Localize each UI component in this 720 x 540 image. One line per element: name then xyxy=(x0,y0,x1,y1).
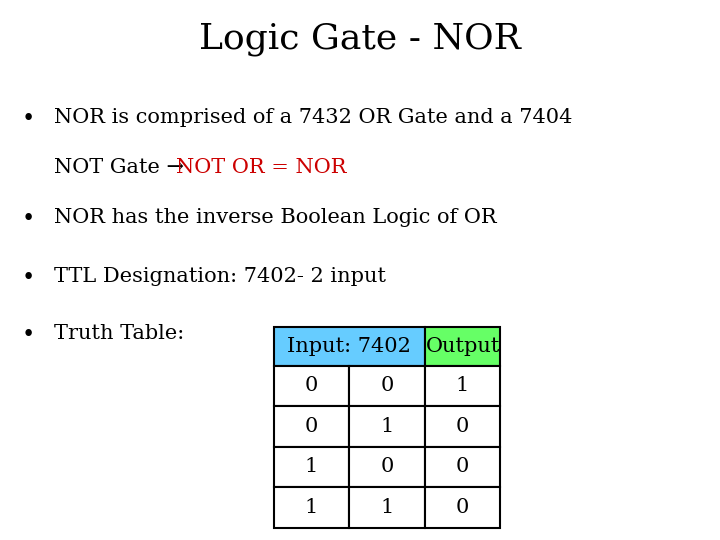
Text: 0: 0 xyxy=(305,376,318,395)
Bar xyxy=(425,487,500,528)
Bar xyxy=(274,327,425,366)
Text: Truth Table:: Truth Table: xyxy=(54,324,184,343)
Text: NOR has the inverse Boolean Logic of OR: NOR has the inverse Boolean Logic of OR xyxy=(54,208,497,227)
Bar xyxy=(349,487,425,528)
Text: Logic Gate - NOR: Logic Gate - NOR xyxy=(199,22,521,56)
Text: NOR is comprised of a 7432 OR Gate and a 7404: NOR is comprised of a 7432 OR Gate and a… xyxy=(54,108,572,127)
Text: •: • xyxy=(22,108,35,130)
Text: NOT OR = NOR: NOT OR = NOR xyxy=(176,158,347,177)
Bar xyxy=(425,327,500,366)
Text: 1: 1 xyxy=(305,457,318,476)
Text: 1: 1 xyxy=(380,498,394,517)
Text: 0: 0 xyxy=(305,417,318,436)
Text: TTL Designation: 7402- 2 input: TTL Designation: 7402- 2 input xyxy=(54,267,386,286)
Text: •: • xyxy=(22,208,35,230)
Bar xyxy=(425,406,500,447)
Text: NOT Gate →: NOT Gate → xyxy=(54,158,191,177)
Text: 0: 0 xyxy=(380,376,394,395)
Bar xyxy=(425,447,500,487)
Text: 0: 0 xyxy=(456,457,469,476)
Text: 1: 1 xyxy=(456,376,469,395)
Bar xyxy=(425,366,500,406)
Bar xyxy=(274,487,349,528)
Text: Input: 7402: Input: 7402 xyxy=(287,336,411,356)
Text: •: • xyxy=(22,324,35,346)
Text: 1: 1 xyxy=(305,498,318,517)
Text: 0: 0 xyxy=(380,457,394,476)
Bar xyxy=(274,366,349,406)
Bar xyxy=(274,406,349,447)
Text: 0: 0 xyxy=(456,417,469,436)
Bar xyxy=(349,366,425,406)
Bar xyxy=(349,406,425,447)
Text: 0: 0 xyxy=(456,498,469,517)
Bar xyxy=(349,447,425,487)
Text: 1: 1 xyxy=(380,417,394,436)
Bar xyxy=(274,447,349,487)
Text: •: • xyxy=(22,267,35,289)
Text: Output: Output xyxy=(426,336,500,356)
